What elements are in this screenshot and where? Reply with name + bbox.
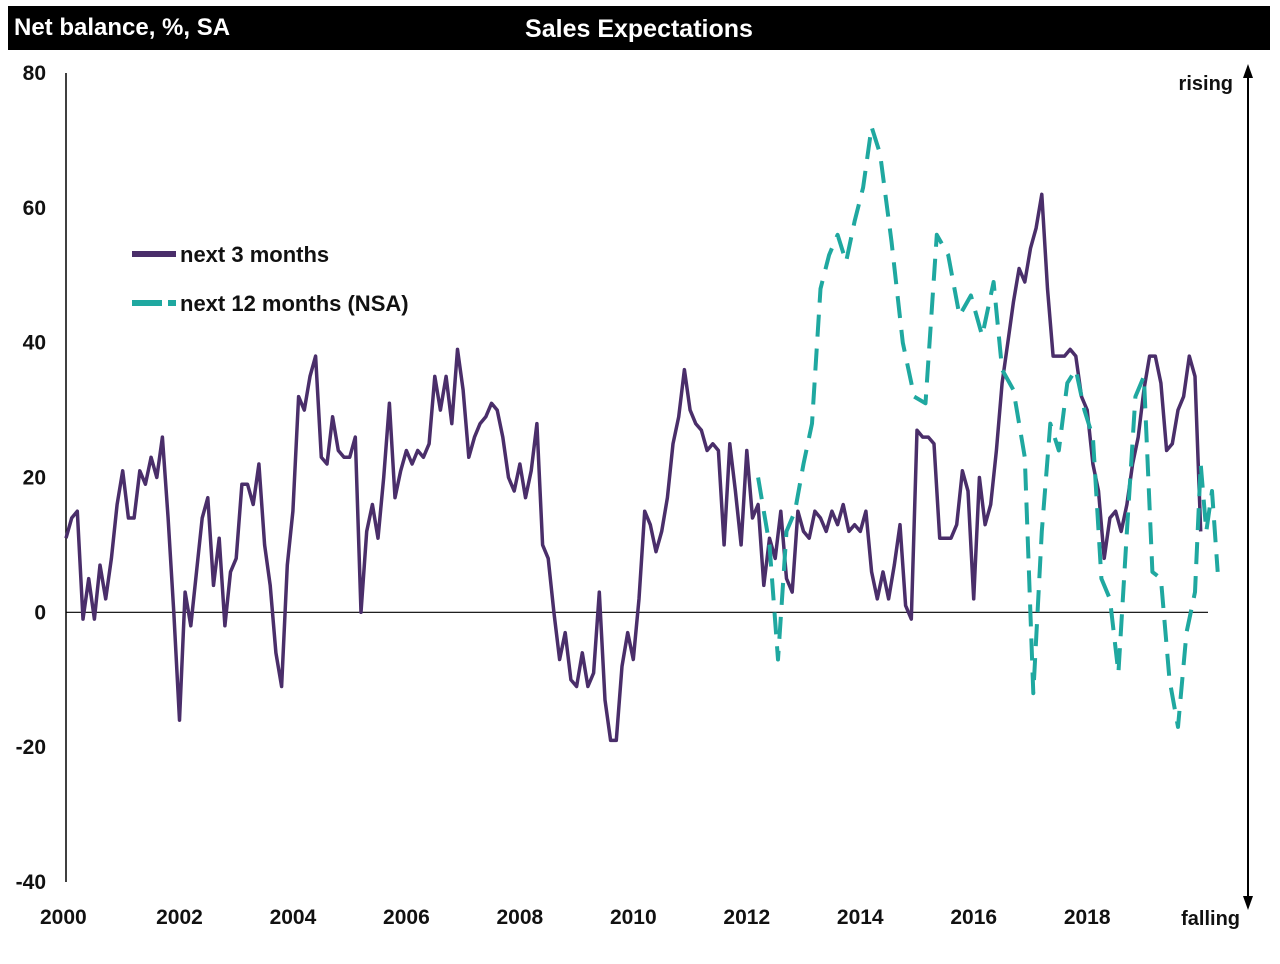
y-tick-label: 40 (23, 332, 46, 355)
arrow-down-icon (1243, 896, 1253, 910)
series-next-3-months-line (64, 192, 1203, 743)
x-tick-label: 2004 (270, 906, 317, 929)
y-tick-label: 0 (34, 601, 46, 624)
legend-label-next-12-months: next 12 months (NSA) (180, 291, 409, 316)
chart-title: Sales Expectations (525, 15, 753, 43)
unit-label: Net balance, %, SA (14, 14, 231, 41)
y-tick-label: 80 (23, 62, 46, 85)
x-tick-label: 2000 (40, 906, 87, 929)
arrow-up-icon (1243, 64, 1253, 78)
y-tick-label: -20 (16, 736, 46, 759)
series-next-12-months-line (756, 124, 1220, 729)
title-bar: Net balance, %, SA Sales Expectations (8, 6, 1270, 50)
falling-label: falling (1181, 908, 1240, 930)
x-tick-label: 2014 (837, 906, 884, 929)
rising-label: rising (1179, 73, 1233, 95)
y-tick-label: 60 (23, 197, 46, 220)
x-tick-label: 2002 (156, 906, 203, 929)
rising-falling-arrow: rising falling (1179, 64, 1253, 930)
series-lines (64, 124, 1220, 743)
axes (65, 73, 1208, 882)
x-tick-label: 2006 (383, 906, 430, 929)
x-tick-label: 2010 (610, 906, 657, 929)
y-tick-label: -40 (16, 871, 46, 894)
y-tick-label: 20 (23, 467, 46, 490)
x-tick-label: 2008 (497, 906, 544, 929)
x-tick-label: 2018 (1064, 906, 1111, 929)
x-tick-label: 2016 (950, 906, 997, 929)
legend-label-next-3-months: next 3 months (180, 242, 329, 267)
x-axis-ticks: 2000 2002 2004 2006 2008 2010 2012 2014 2016 2018 (40, 906, 1111, 929)
x-tick-label: 2012 (723, 906, 770, 929)
y-axis-ticks: 80 60 40 20 0 -20 -40 (16, 62, 46, 894)
legend: next 3 months next 12 months (NSA) (132, 242, 409, 316)
